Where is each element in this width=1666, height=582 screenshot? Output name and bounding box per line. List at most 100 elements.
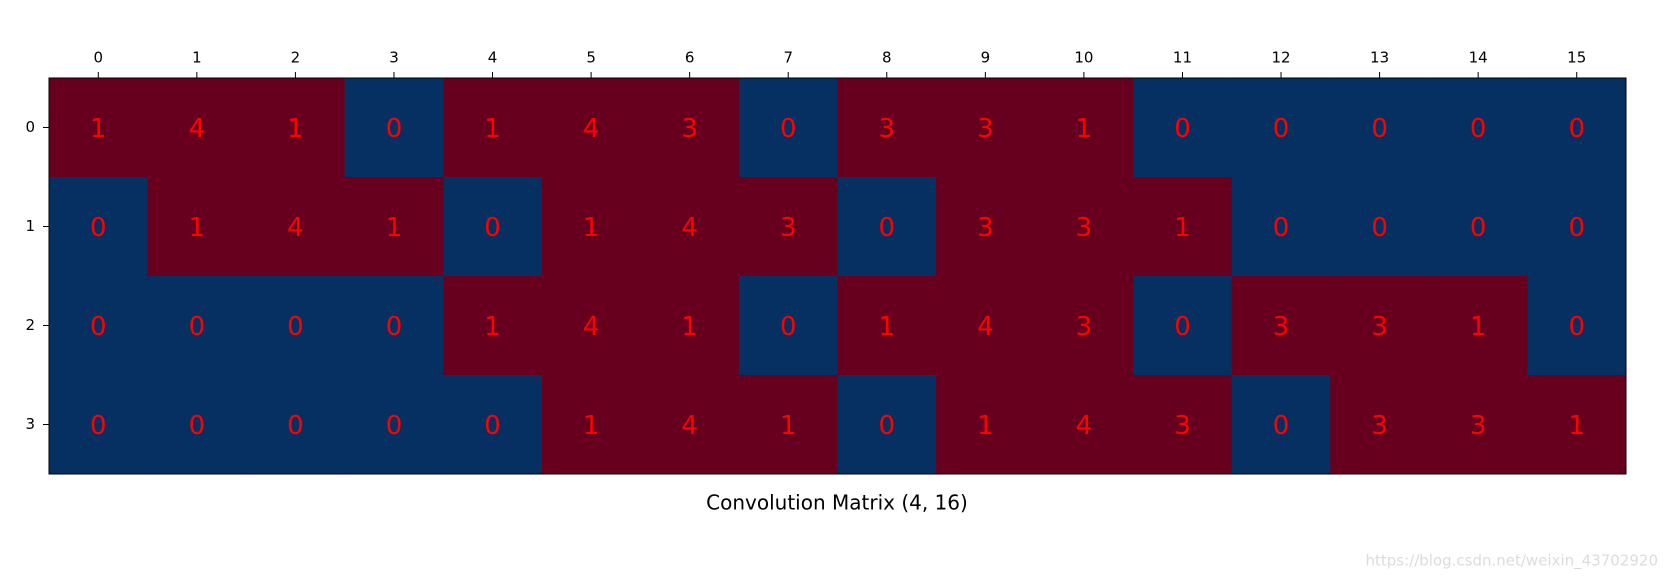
x-tick-label: 2 — [291, 49, 301, 67]
cell — [1231, 276, 1331, 376]
cell-label: 0 — [1371, 114, 1388, 144]
y-tick-label: 2 — [25, 316, 35, 334]
cell — [1034, 276, 1134, 376]
x-tick-label: 0 — [94, 49, 104, 67]
cell-label: 0 — [386, 114, 403, 144]
cell-label: 0 — [1470, 213, 1487, 243]
cell — [837, 276, 937, 376]
cell-label: 1 — [583, 411, 600, 441]
cell — [443, 78, 543, 178]
cell-label: 1 — [189, 213, 206, 243]
cell — [837, 177, 937, 277]
cell-label: 0 — [780, 114, 797, 144]
cell-label: 0 — [1273, 411, 1290, 441]
cell-label: 0 — [1568, 312, 1585, 342]
cell — [1231, 375, 1331, 475]
cell-label: 0 — [386, 411, 403, 441]
y-tick-label: 1 — [25, 217, 35, 235]
cell-label: 0 — [386, 312, 403, 342]
cell — [640, 177, 740, 277]
x-tick-label: 4 — [488, 49, 498, 67]
cell — [443, 375, 543, 475]
cell — [344, 276, 444, 376]
cell — [147, 78, 247, 178]
x-tick-label: 15 — [1567, 49, 1586, 67]
cell-label: 3 — [1371, 312, 1388, 342]
x-tick-label: 10 — [1074, 49, 1093, 67]
cell-label: 1 — [977, 411, 994, 441]
cell — [738, 78, 838, 178]
cell — [246, 375, 346, 475]
cell-label: 0 — [90, 411, 107, 441]
cell-label: 0 — [484, 411, 501, 441]
cell — [640, 375, 740, 475]
cell — [936, 177, 1036, 277]
x-tick-label: 1 — [192, 49, 202, 67]
cell-label: 1 — [879, 312, 896, 342]
cell — [1133, 78, 1233, 178]
cell-label: 0 — [879, 411, 896, 441]
cell-label: 0 — [1174, 312, 1191, 342]
cell-label: 3 — [780, 213, 797, 243]
cell-label: 0 — [1273, 114, 1290, 144]
cell — [1330, 276, 1430, 376]
cell — [1527, 177, 1627, 277]
cell — [1034, 375, 1134, 475]
cell — [1133, 177, 1233, 277]
cell — [49, 177, 149, 277]
cell — [147, 375, 247, 475]
cell-label: 1 — [90, 114, 107, 144]
cell-label: 1 — [386, 213, 403, 243]
cell — [1527, 375, 1627, 475]
x-tick-label: 12 — [1271, 49, 1290, 67]
cell-label: 1 — [484, 312, 501, 342]
y-tick-label: 3 — [25, 415, 35, 433]
cell — [640, 78, 740, 178]
cell-label: 0 — [780, 312, 797, 342]
cell-label: 4 — [1076, 411, 1093, 441]
cell-label: 4 — [681, 213, 698, 243]
cell — [1428, 276, 1528, 376]
cell — [541, 78, 641, 178]
cell — [49, 78, 149, 178]
cell-label: 1 — [484, 114, 501, 144]
cell-label: 1 — [1174, 213, 1191, 243]
cell-label: 0 — [189, 411, 206, 441]
cell — [246, 276, 346, 376]
x-tick-label: 9 — [981, 49, 991, 67]
cell-label: 4 — [583, 114, 600, 144]
cell — [1231, 177, 1331, 277]
cell-label: 1 — [681, 312, 698, 342]
cell-label: 1 — [1568, 411, 1585, 441]
cell — [738, 177, 838, 277]
cell — [246, 177, 346, 277]
plot-frame — [48, 77, 1627, 475]
cell — [936, 276, 1036, 376]
cell — [49, 276, 149, 376]
cell-label: 4 — [583, 312, 600, 342]
cell-label: 0 — [287, 411, 304, 441]
cell — [1428, 177, 1528, 277]
cell-label: 4 — [287, 213, 304, 243]
x-tick-label: 14 — [1469, 49, 1488, 67]
cell-label: 1 — [583, 213, 600, 243]
cell — [1527, 276, 1627, 376]
cell-label: 4 — [189, 114, 206, 144]
cell-label: 0 — [1568, 114, 1585, 144]
y-tick-label: 0 — [25, 118, 35, 136]
cell — [344, 375, 444, 475]
cell — [1330, 78, 1430, 178]
cell-label: 0 — [1371, 213, 1388, 243]
cell — [344, 177, 444, 277]
cell-label: 3 — [977, 213, 994, 243]
cell-label: 0 — [90, 213, 107, 243]
cell-label: 3 — [1273, 312, 1290, 342]
cell — [541, 375, 641, 475]
x-tick-label: 5 — [586, 49, 596, 67]
cell-label: 0 — [484, 213, 501, 243]
cell — [1330, 375, 1430, 475]
cell — [1330, 177, 1430, 277]
cell-label: 3 — [1371, 411, 1388, 441]
cell — [1133, 375, 1233, 475]
